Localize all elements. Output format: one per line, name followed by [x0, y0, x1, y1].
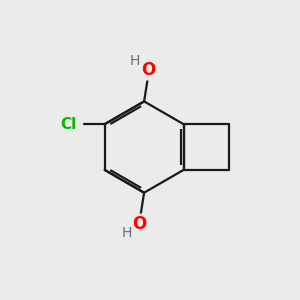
Text: H: H [130, 54, 140, 68]
Circle shape [60, 113, 82, 135]
Text: Cl: Cl [60, 117, 76, 132]
Circle shape [140, 62, 158, 80]
Text: O: O [133, 215, 147, 233]
Text: O: O [141, 61, 156, 79]
Circle shape [131, 214, 148, 232]
Text: H: H [121, 226, 132, 240]
